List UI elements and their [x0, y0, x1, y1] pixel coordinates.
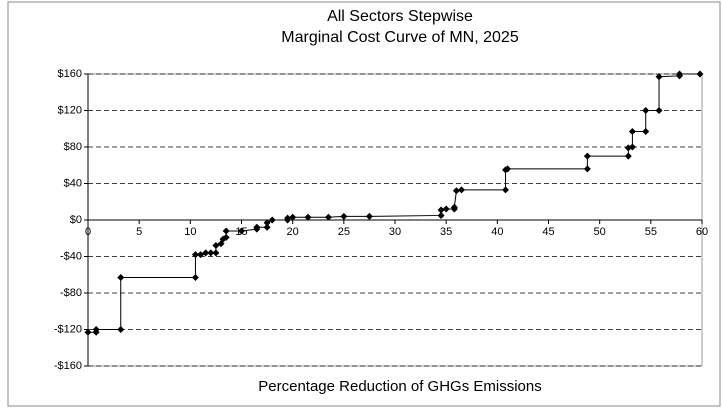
- data-point: [268, 216, 276, 224]
- chart-subtitle: Marginal Cost Curve of MN, 2025: [281, 29, 519, 46]
- data-point: [340, 212, 348, 220]
- data-point: [583, 152, 591, 160]
- y-tick-label: -$40: [60, 250, 82, 262]
- data-point: [502, 186, 510, 194]
- data-point: [117, 326, 125, 333]
- y-tick-label: -$120: [54, 323, 82, 335]
- data-point: [450, 203, 458, 211]
- data-point: [222, 227, 230, 235]
- y-tick-label: -$160: [54, 360, 82, 372]
- data-point: [222, 233, 230, 241]
- data-point: [191, 251, 199, 259]
- x-tick-label: 30: [389, 226, 401, 238]
- x-tick-label: 5: [136, 226, 142, 238]
- x-axis-label: Percentage Reduction of GHGs Emissions: [258, 378, 541, 395]
- data-point: [642, 127, 650, 135]
- data-point: [437, 211, 445, 219]
- data-point: [452, 187, 460, 195]
- data-point: [642, 107, 650, 114]
- x-tick-label: 35: [440, 226, 452, 238]
- y-tick-label: $0: [70, 214, 82, 226]
- data-point: [696, 70, 704, 78]
- x-tick-label: 0: [85, 226, 91, 238]
- x-tick-label: 60: [696, 226, 708, 238]
- x-tick-label: 25: [338, 226, 350, 238]
- y-tick-label: -$80: [60, 287, 82, 299]
- x-tick-label: 45: [542, 226, 554, 238]
- data-point: [284, 214, 292, 222]
- data-point: [289, 213, 297, 221]
- x-tick-label: 50: [594, 226, 606, 238]
- data-point: [583, 165, 591, 173]
- data-point: [202, 249, 210, 257]
- data-point: [504, 165, 512, 173]
- x-tick-label: 55: [645, 226, 657, 238]
- data-point: [304, 213, 312, 221]
- x-tick-label: 20: [287, 226, 299, 238]
- data-point: [675, 70, 683, 78]
- data-point: [263, 223, 271, 231]
- data-point: [212, 249, 220, 257]
- data-point: [207, 249, 215, 257]
- y-tick-label: $80: [64, 141, 82, 153]
- data-point: [655, 107, 663, 114]
- data-point: [263, 219, 271, 227]
- y-tick-label: $40: [64, 177, 82, 189]
- x-tick-label: 40: [491, 226, 503, 238]
- data-point: [628, 127, 636, 135]
- data-point: [238, 227, 245, 235]
- chart-area: [7, 1, 721, 407]
- y-tick-label: $120: [58, 104, 82, 116]
- data-point: [324, 213, 332, 221]
- chart-title: All Sectors Stepwise: [327, 8, 473, 25]
- data-point: [84, 328, 92, 336]
- data-point: [628, 143, 636, 151]
- data-point: [191, 273, 199, 281]
- x-tick-label: 10: [184, 226, 196, 238]
- data-point: [458, 186, 466, 194]
- data-point: [437, 206, 445, 214]
- y-tick-label: $160: [58, 68, 82, 80]
- data-point: [442, 205, 450, 213]
- data-point: [624, 152, 632, 160]
- data-point: [92, 326, 100, 333]
- data-point: [253, 223, 261, 231]
- data-point: [117, 273, 125, 281]
- data-point: [365, 212, 373, 220]
- data-point: [655, 73, 663, 81]
